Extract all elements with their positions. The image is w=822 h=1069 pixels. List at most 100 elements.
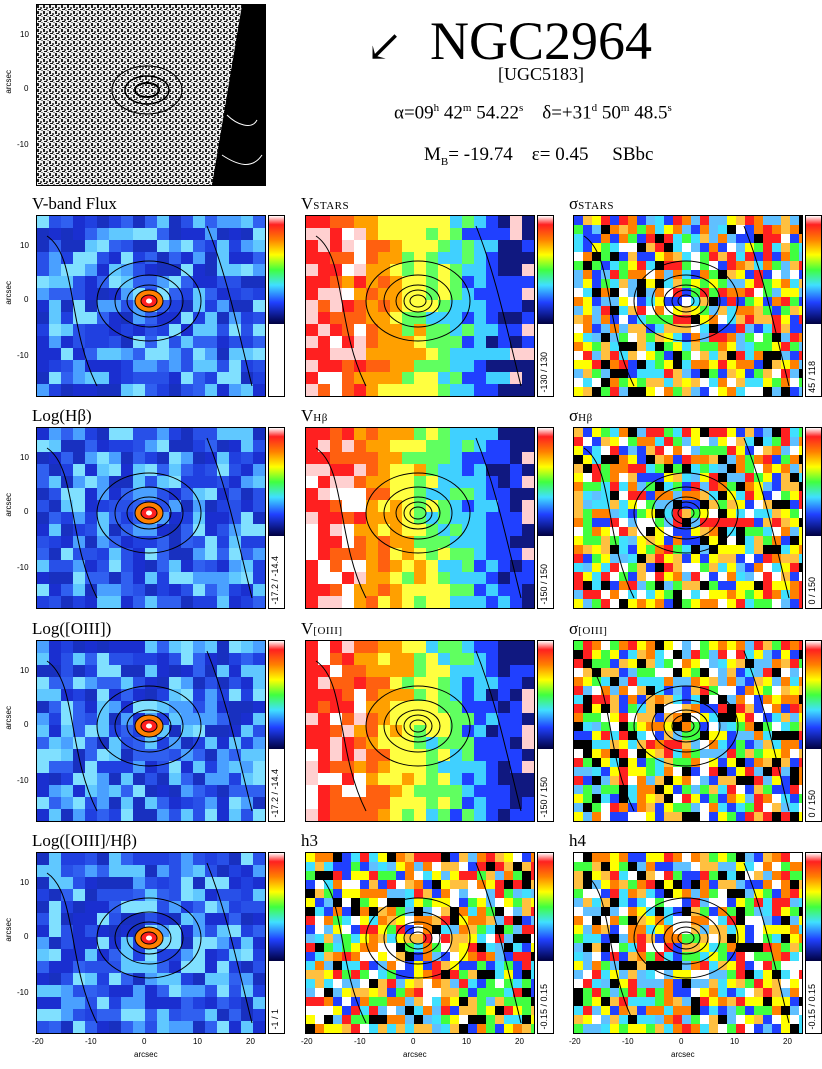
colorbar-shb: 0 / 150 [805, 427, 822, 609]
xtick: 10 [730, 1037, 739, 1046]
panel-title-subscript: STARS [578, 200, 615, 212]
map-svg-ratio [37, 853, 265, 1033]
map-svg-h3 [306, 853, 534, 1033]
mb-label: M [424, 144, 441, 165]
panel-title-subscript: Hβ [313, 412, 328, 424]
panel-title-main: σ [569, 406, 579, 425]
galaxy-properties: MB= -19.74 ε= 0.45 SBbc [424, 144, 653, 168]
map-svg-vflux [37, 216, 265, 396]
colorbar-vhb: -150 / 150 [537, 427, 554, 609]
map-sstars [573, 215, 803, 397]
colorbar-gradient [806, 428, 821, 536]
ytick: 10 [20, 453, 29, 462]
colorbar-loghb: -17.2 / -14.4 [268, 427, 285, 609]
xtick: 10 [193, 1037, 202, 1046]
panel-title-subscript: STARS [313, 200, 350, 212]
map-svg-shb [574, 428, 802, 608]
map-vhb [305, 427, 535, 609]
colorbar-range: -17.2 / -14.4 [270, 556, 280, 605]
ra-s-val: 54.22 [471, 102, 519, 124]
ylabel: arcsec [4, 706, 13, 730]
ytick: -10 [17, 988, 29, 997]
unsharp-mask-svg [37, 5, 265, 185]
colorbar-range: -130 / 130 [539, 352, 549, 393]
colorbar-range: 45 / 118 [807, 361, 817, 393]
xlabel: arcsec [134, 1050, 158, 1059]
panel-title-main: V [301, 194, 314, 213]
colorbar-range: -17.2 / -14.4 [270, 769, 280, 818]
panel-title-main: σ [569, 194, 579, 213]
panel-title-subscript: [OIII] [578, 625, 608, 637]
panel-title-subscript: [OIII] [313, 625, 343, 637]
colorbar-range: -150 / 150 [539, 564, 549, 605]
colorbar-range: -150 / 150 [539, 777, 549, 818]
panel-title-ratio: Log([OIII]/Hβ) [32, 831, 137, 850]
dec-prefix: δ=+31 [542, 102, 592, 124]
colorbar-gradient [806, 641, 821, 749]
map-h3 [305, 852, 535, 1034]
map-svg-sstars [574, 216, 802, 396]
xlabel: arcsec [403, 1050, 427, 1059]
xtick: -10 [354, 1037, 366, 1046]
colorbar-soiii: 0 / 150 [805, 640, 822, 822]
dec-m: m [620, 102, 630, 114]
ytick: 0 [24, 295, 29, 304]
ytick: 10 [20, 241, 29, 250]
map-soiii [573, 640, 803, 822]
ytick: -10 [17, 351, 29, 360]
colorbar-range: -1 / 1 [270, 1009, 280, 1030]
map-vstars [305, 215, 535, 397]
xtick: -10 [85, 1037, 97, 1046]
dec-s-val: 48.5 [629, 102, 668, 124]
panel-title-h4: h4 [569, 831, 586, 850]
xtick: 10 [462, 1037, 471, 1046]
colorbar-gradient [538, 641, 553, 749]
panel-title-shb: σHβ [569, 406, 593, 426]
map-vflux [36, 215, 266, 397]
xtick: 0 [142, 1037, 147, 1046]
xlabel: arcsec [671, 1050, 695, 1059]
alternate-name: [UGC5183] [498, 64, 584, 84]
colorbar-voiii: -150 / 150 [537, 640, 554, 822]
ylabel: arcsec [4, 281, 13, 305]
morph-type: SBbc [612, 144, 654, 165]
colorbar-range: -0.15 / 0.15 [539, 984, 549, 1030]
map-svg-h4 [574, 853, 802, 1033]
panel-title-vhb: VHβ [301, 406, 328, 426]
north-arrow: ↙ [366, 22, 403, 71]
ra-h: h [433, 102, 440, 114]
map-loghb [36, 427, 266, 609]
thumb-ytick-0: 0 [24, 84, 29, 93]
map-svg-loghb [37, 428, 265, 608]
thumb-ytick-m10: -10 [17, 140, 29, 149]
ytick: 10 [20, 666, 29, 675]
ellipticity: ε= 0.45 [531, 144, 589, 165]
unsharp-mask-image [36, 4, 266, 186]
map-h4 [573, 852, 803, 1034]
coordinates: α=09h 42m 54.22s δ=+31d 50m 48.5s [394, 102, 672, 124]
xtick: -20 [32, 1037, 44, 1046]
colorbar-ratio: -1 / 1 [268, 852, 285, 1034]
panel-title-sstars: σSTARS [569, 194, 614, 214]
ra-prefix: α=09 [394, 102, 434, 124]
dec-d: d [591, 102, 598, 114]
ytick: 0 [24, 932, 29, 941]
galaxy-name: NGC2964 [430, 11, 653, 71]
ytick: 0 [24, 720, 29, 729]
panel-title-soiii: σ[OIII] [569, 619, 607, 639]
map-svg-soiii [574, 641, 802, 821]
map-logoiii [36, 640, 266, 822]
colorbar-sstars: 45 / 118 [805, 215, 822, 397]
dec-m-val: 50 [597, 102, 621, 124]
ytick: -10 [17, 563, 29, 572]
panel-title-vstars: VSTARS [301, 194, 349, 214]
ra-s: s [518, 102, 524, 114]
ytick: 0 [24, 507, 29, 516]
panel-title-main: σ [569, 619, 579, 638]
xtick: 0 [411, 1037, 416, 1046]
panel-title-main: V [301, 619, 314, 638]
ytick: 10 [20, 878, 29, 887]
xtick: 20 [246, 1037, 255, 1046]
map-svg-voiii [306, 641, 534, 821]
colorbar-vflux [268, 215, 285, 397]
